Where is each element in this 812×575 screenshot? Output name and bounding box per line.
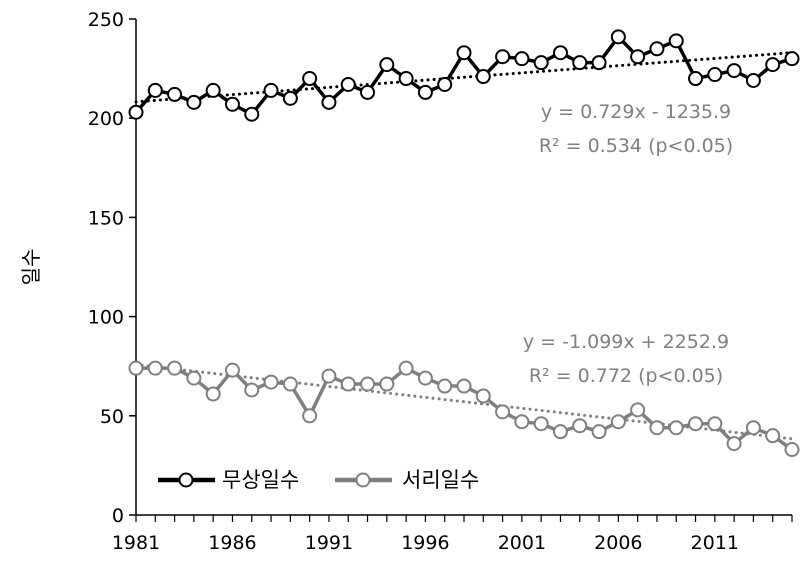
- data-point-series-2: [668, 420, 684, 436]
- data-point-series-2: [707, 416, 723, 432]
- data-point-series-1: [379, 57, 395, 73]
- data-point-series-1: [147, 82, 163, 98]
- data-point-series-1: [302, 71, 318, 87]
- x-tick-label: 1996: [401, 532, 449, 554]
- data-point-series-1: [456, 45, 472, 61]
- data-point-series-2: [437, 378, 453, 394]
- data-point-series-1: [128, 104, 144, 120]
- y-tick-label: 250: [88, 9, 124, 31]
- trend-r2-series-2: R² = 0.772 (p<0.05): [529, 365, 723, 387]
- data-point-series-1: [321, 94, 337, 110]
- x-tick-label: 1981: [112, 532, 160, 554]
- data-point-series-1: [668, 33, 684, 49]
- data-point-series-2: [726, 436, 742, 452]
- data-point-series-2: [302, 408, 318, 424]
- data-point-series-2: [765, 428, 781, 444]
- trend-equation-series-1: y = 0.729x - 1235.9: [541, 101, 731, 123]
- data-point-series-2: [282, 376, 298, 392]
- data-point-series-2: [360, 376, 376, 392]
- data-point-series-1: [186, 94, 202, 110]
- legend-marker-series-2: [355, 472, 371, 488]
- data-point-series-1: [340, 76, 356, 92]
- data-point-series-1: [263, 82, 279, 98]
- trend-line-series-1: [134, 51, 794, 104]
- data-point-series-2: [630, 402, 646, 418]
- data-point-series-1: [244, 106, 260, 122]
- series-markers: [128, 29, 800, 458]
- data-point-series-1: [688, 71, 704, 87]
- y-tick-label: 150: [88, 207, 124, 229]
- data-point-series-2: [610, 414, 626, 430]
- data-point-series-2: [224, 362, 240, 378]
- data-point-series-1: [205, 82, 221, 98]
- data-point-series-1: [726, 63, 742, 79]
- y-tick-label: 50: [100, 406, 124, 428]
- data-point-series-2: [321, 368, 337, 384]
- x-tick-label: 1991: [305, 532, 353, 554]
- data-point-series-2: [514, 414, 530, 430]
- data-point-series-2: [147, 360, 163, 376]
- trend-equation-series-2: y = -1.099x + 2252.9: [523, 331, 729, 353]
- trend-r2-series-1: R² = 0.534 (p<0.05): [539, 135, 733, 157]
- y-tick-label: 200: [88, 108, 124, 130]
- data-point-series-2: [186, 370, 202, 386]
- y-axis-title: 일수: [19, 249, 43, 286]
- x-tick-label: 2001: [498, 532, 546, 554]
- y-tick-label: 100: [88, 307, 124, 329]
- data-point-series-2: [495, 404, 511, 420]
- data-point-series-2: [379, 376, 395, 392]
- data-point-series-2: [456, 378, 472, 394]
- legend-item-series-1: 무상일수: [158, 468, 299, 492]
- data-point-series-2: [649, 420, 665, 436]
- data-point-series-1: [552, 45, 568, 61]
- legend-label-series-1: 무상일수: [222, 468, 299, 492]
- data-point-series-2: [572, 418, 588, 434]
- data-point-series-2: [340, 376, 356, 392]
- data-point-series-1: [610, 29, 626, 45]
- data-point-series-2: [475, 388, 491, 404]
- data-point-series-2: [244, 382, 260, 398]
- data-point-series-1: [649, 41, 665, 57]
- data-point-series-2: [167, 360, 183, 376]
- data-point-series-2: [784, 442, 800, 458]
- legend: 무상일수 서리일수: [158, 468, 479, 492]
- x-tick-label: 2011: [691, 532, 739, 554]
- data-point-series-2: [591, 424, 607, 440]
- data-point-series-1: [495, 49, 511, 65]
- data-point-series-1: [282, 90, 298, 106]
- data-point-series-1: [707, 67, 723, 83]
- data-point-series-1: [784, 51, 800, 67]
- axes: 0 50 100 150 200 250 1981 1986 1991 1996 2001 2006 2…: [88, 9, 793, 554]
- data-point-series-1: [398, 71, 414, 87]
- x-tick-label: 2006: [594, 532, 642, 554]
- data-point-series-1: [167, 86, 183, 102]
- data-point-series-2: [552, 424, 568, 440]
- data-point-series-2: [533, 416, 549, 432]
- data-point-series-1: [437, 76, 453, 92]
- data-point-series-1: [417, 84, 433, 100]
- data-point-series-1: [630, 49, 646, 65]
- legend-item-series-2: 서리일수: [335, 468, 479, 492]
- data-point-series-1: [533, 55, 549, 71]
- data-point-series-1: [572, 55, 588, 71]
- data-point-series-2: [745, 420, 761, 436]
- data-point-series-1: [765, 57, 781, 73]
- data-point-series-2: [398, 360, 414, 376]
- data-point-series-1: [224, 96, 240, 112]
- x-tick-label: 1986: [208, 532, 256, 554]
- data-point-series-2: [128, 360, 144, 376]
- data-point-series-1: [745, 73, 761, 89]
- legend-marker-series-1: [178, 472, 194, 488]
- data-point-series-1: [475, 69, 491, 85]
- data-point-series-2: [263, 374, 279, 390]
- data-point-series-2: [417, 370, 433, 386]
- legend-label-series-2: 서리일수: [402, 468, 479, 492]
- data-point-series-1: [514, 51, 530, 67]
- data-point-series-1: [360, 84, 376, 100]
- data-point-series-2: [205, 386, 221, 402]
- y-tick-label: 0: [112, 505, 124, 527]
- data-point-series-1: [591, 55, 607, 71]
- data-point-series-2: [688, 416, 704, 432]
